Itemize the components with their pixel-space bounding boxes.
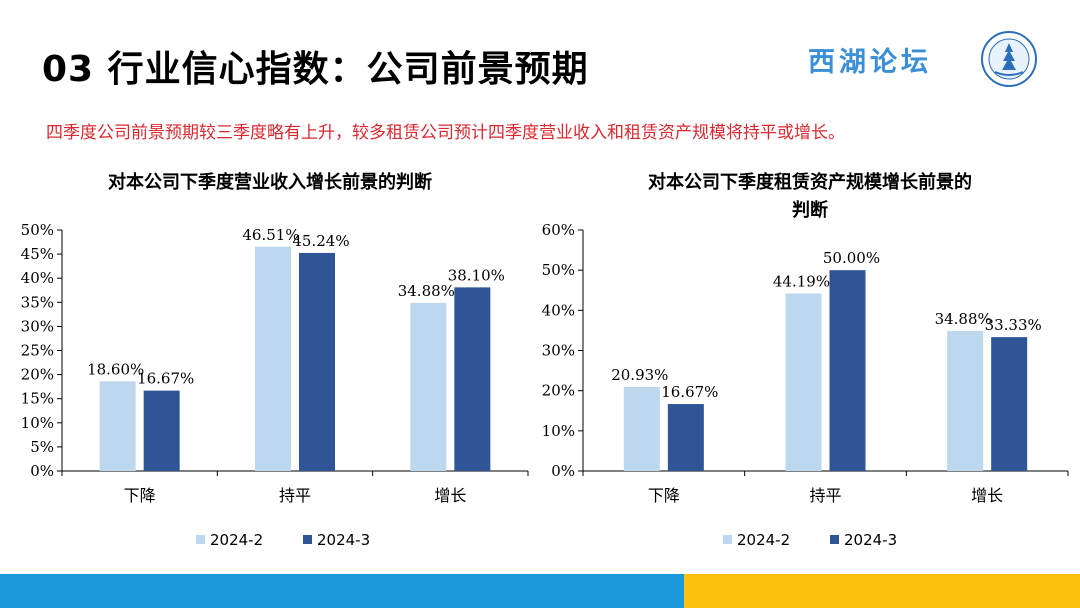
bar-2024-3	[454, 287, 491, 471]
category-label: 下降	[124, 486, 156, 505]
y-tick-label: 35%	[21, 293, 54, 311]
lease-chart-title-line-2: 判断	[792, 200, 828, 221]
revenue-chart-title-line-1: 对本公司下季度营业收入增长前景的判断	[108, 172, 432, 193]
footer-bar-yellow	[684, 574, 1080, 608]
revenue-chart-title: 对本公司下季度营业收入增长前景的判断	[0, 169, 540, 197]
legend-swatch	[830, 535, 839, 544]
bar-2024-2	[410, 302, 447, 471]
legend-label: 2024-2	[210, 531, 263, 549]
data-label: 33.33%	[985, 316, 1042, 334]
data-label: 18.60%	[87, 360, 144, 378]
data-label: 46.51%	[242, 226, 299, 244]
bar-2024-2	[947, 330, 984, 471]
revenue-outlook-chart: 对本公司下季度营业收入增长前景的判断 0% 5% 10% 15% 20% 25% 30% 35…	[0, 165, 540, 565]
y-tick-label: 50%	[21, 221, 54, 239]
y-tick-label: 10%	[21, 414, 54, 432]
y-tick-label: 0%	[30, 462, 54, 480]
slide-title: 03 行业信心指数：公司前景预期	[42, 49, 589, 90]
y-tick-label: 50%	[542, 261, 575, 279]
data-label: 44.19%	[773, 273, 830, 291]
bar-2024-2	[99, 381, 136, 471]
y-tick-label: 40%	[542, 301, 575, 319]
y-tick-label: 15%	[21, 390, 54, 408]
data-label: 20.93%	[611, 366, 668, 384]
category-label: 下降	[648, 486, 680, 505]
bar-2024-3	[299, 252, 335, 471]
data-label: 34.88%	[398, 282, 455, 300]
bar-2024-3	[667, 404, 704, 471]
legend-label: 2024-3	[844, 531, 897, 549]
lease-chart-title: 对本公司下季度租赁资产规模增长前景的 判断	[540, 169, 1080, 225]
y-tick-label: 60%	[542, 221, 575, 239]
page-subtitle: 四季度公司前景预期较三季度略有上升，较多租赁公司预计四季度营业收入和租赁资产规模…	[46, 123, 845, 143]
y-tick-label: 40%	[21, 269, 54, 287]
lease-chart-plot: 0% 10% 20% 30% 40% 50% 60% 20.93%16.67% 下降 44.19%…	[542, 221, 1069, 549]
bar-2024-3	[991, 337, 1028, 471]
bar-2024-3	[143, 390, 180, 471]
data-label: 50.00%	[823, 249, 880, 267]
lease-chart-title-line-1: 对本公司下季度租赁资产规模增长前景的	[648, 172, 972, 193]
y-tick-label: 30%	[542, 342, 575, 360]
y-tick-label: 0%	[551, 462, 575, 480]
revenue-chart-plot: 0% 5% 10% 15% 20% 25% 30% 35% 40% 45% 50% 18.60%16.…	[21, 221, 529, 549]
bar-2024-2	[785, 293, 822, 471]
y-tick-label: 20%	[21, 366, 54, 384]
data-label: 16.67%	[661, 383, 718, 401]
bar-2024-2	[255, 246, 291, 471]
footer-bar-blue	[0, 574, 684, 608]
legend-swatch	[723, 535, 732, 544]
forum-seal-icon	[981, 31, 1037, 87]
legend-label: 2024-2	[737, 531, 790, 549]
data-label: 16.67%	[137, 370, 194, 388]
y-tick-label: 25%	[21, 342, 54, 360]
legend-swatch	[303, 535, 312, 544]
bar-2024-2	[623, 386, 660, 471]
y-tick-label: 5%	[30, 438, 54, 456]
y-tick-label: 10%	[542, 422, 575, 440]
data-label: 45.24%	[292, 232, 349, 250]
forum-logo-text: 西湖论坛	[808, 47, 932, 78]
data-label: 34.88%	[935, 310, 992, 328]
y-tick-label: 45%	[21, 245, 54, 263]
lease-asset-outlook-chart: 对本公司下季度租赁资产规模增长前景的 判断 0% 10% 20% 30% 40% 50% 6…	[540, 165, 1080, 565]
bar-2024-3	[829, 270, 866, 471]
legend-label: 2024-3	[317, 531, 370, 549]
category-label: 增长	[434, 486, 466, 505]
data-label: 38.10%	[448, 266, 505, 284]
legend-swatch	[196, 535, 205, 544]
y-tick-label: 20%	[542, 382, 575, 400]
category-label: 增长	[971, 486, 1003, 505]
category-label: 持平	[809, 486, 841, 505]
y-tick-label: 30%	[21, 317, 54, 335]
category-label: 持平	[279, 486, 311, 505]
